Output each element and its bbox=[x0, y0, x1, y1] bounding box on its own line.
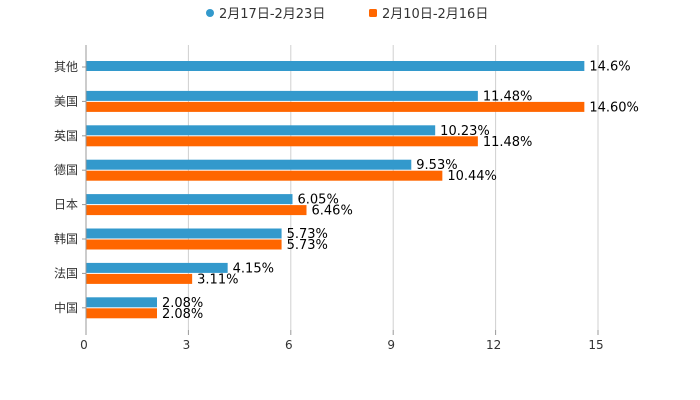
x-tick-label-0: 0 bbox=[80, 338, 88, 352]
grid bbox=[187, 45, 599, 330]
legend-item-1[interactable]: 2月17日-2月23日 bbox=[206, 7, 325, 22]
category-label-8: 中国 bbox=[54, 300, 78, 315]
data-label-1-1: 14.6% bbox=[589, 60, 630, 75]
bar-2-8[interactable] bbox=[86, 308, 157, 319]
data-label-2-2: 14.60% bbox=[589, 100, 639, 115]
data-label-2-3: 11.48% bbox=[483, 135, 533, 150]
data-label-1-4: 9.53% bbox=[416, 158, 457, 173]
category-label-2: 美国 bbox=[54, 94, 78, 108]
data-label-1-8: 2.08% bbox=[162, 296, 203, 311]
data-label-1-7: 4.15% bbox=[233, 261, 274, 276]
category-label-3: 英国 bbox=[54, 129, 78, 143]
bar-1-8[interactable] bbox=[86, 297, 157, 308]
x-tick-label-15: 15 bbox=[588, 338, 603, 352]
data-label-2-7: 3.11% bbox=[197, 272, 238, 287]
bar-2-6[interactable] bbox=[86, 239, 282, 250]
bar-2-5[interactable] bbox=[86, 205, 307, 216]
bar-1-7[interactable] bbox=[86, 262, 228, 273]
x-tick-label-12: 12 bbox=[486, 338, 501, 352]
x-tick-label-9: 9 bbox=[387, 338, 395, 352]
category-label-6: 韩国 bbox=[54, 231, 78, 246]
legend: 2月17日-2月23日 2月10日-2月16日 bbox=[206, 7, 488, 22]
data-label-2-8: 2.08% bbox=[162, 307, 203, 322]
data-label-1-3: 10.23% bbox=[440, 124, 490, 139]
bar-1-1[interactable] bbox=[86, 61, 585, 71]
bar-1-4[interactable] bbox=[86, 159, 412, 170]
x-tick-label-3: 3 bbox=[183, 338, 191, 352]
bar-2-3[interactable] bbox=[86, 136, 478, 147]
category-label-5: 日本 bbox=[54, 198, 78, 212]
legend-label-2: 2月10日-2月16日 bbox=[382, 7, 488, 22]
legend-item-2[interactable]: 2月10日-2月16日 bbox=[369, 7, 488, 22]
data-label-1-5: 6.05% bbox=[298, 193, 339, 208]
bar-2-7[interactable] bbox=[86, 273, 193, 284]
legend-marker-2 bbox=[369, 9, 377, 17]
bar-1-5[interactable] bbox=[86, 194, 293, 205]
bar-2-2[interactable] bbox=[86, 101, 585, 112]
bar-1-3[interactable] bbox=[86, 125, 436, 136]
bar-2-4[interactable] bbox=[86, 170, 443, 181]
data-label-2-4: 10.44% bbox=[447, 169, 497, 184]
legend-marker-1 bbox=[206, 9, 214, 17]
data-labels: 14.6%11.48%14.60%10.23%11.48%9.53%10.44%… bbox=[162, 60, 639, 322]
category-label-7: 法国 bbox=[54, 266, 78, 280]
data-label-1-6: 5.73% bbox=[287, 227, 328, 242]
legend-label-1: 2月17日-2月23日 bbox=[219, 7, 325, 22]
data-label-2-5: 6.46% bbox=[312, 204, 353, 219]
data-label-2-6: 5.73% bbox=[287, 238, 328, 253]
category-label-4: 德国 bbox=[54, 162, 78, 177]
data-label-1-2: 11.48% bbox=[483, 89, 533, 104]
category-label-1: 其他 bbox=[54, 60, 78, 74]
bar-1-2[interactable] bbox=[86, 90, 478, 101]
bars bbox=[86, 61, 585, 319]
bar-1-6[interactable] bbox=[86, 228, 282, 239]
x-tick-label-6: 6 bbox=[285, 338, 293, 352]
